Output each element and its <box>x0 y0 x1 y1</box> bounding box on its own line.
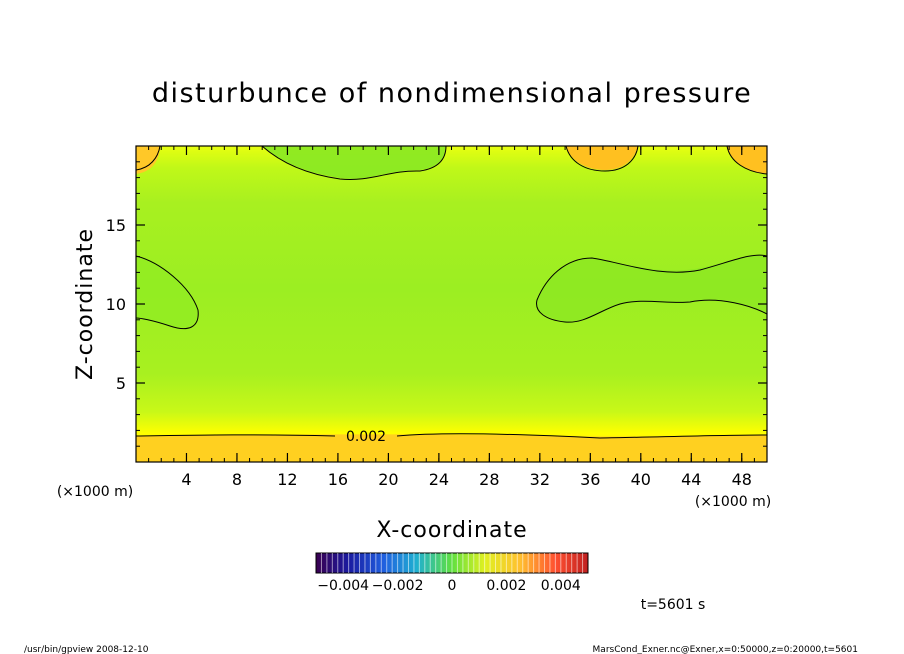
time-label: t=5601 s <box>641 597 706 613</box>
y-tick-label: 10 <box>106 295 126 314</box>
field-left-low <box>136 256 198 328</box>
plot-area: 0.002 <box>136 146 767 462</box>
colorbar-bands <box>320 553 584 573</box>
x-tick-label: 28 <box>479 470 499 489</box>
x-tick-label: 4 <box>181 470 191 489</box>
footer-right: MarsCond_Exner.nc@Exner,x=0:50000,z=0:20… <box>593 645 858 654</box>
y-axis: 5 10 15 <box>106 145 767 463</box>
colorbar-tick-label: 0 <box>448 578 457 594</box>
x-unit-right: (×1000 m) <box>695 494 771 510</box>
x-axis-label: X-coordinate <box>376 518 527 543</box>
x-tick-label: 24 <box>429 470 449 489</box>
colorbar: −0.004 −0.002 0 0.002 0.004 <box>315 552 589 594</box>
contour-line <box>261 146 447 180</box>
field-background <box>136 146 767 462</box>
contour-line-0.002 <box>136 434 336 437</box>
x-tick-label: 12 <box>277 470 297 489</box>
field-right-low <box>536 255 767 323</box>
field-upper-low <box>262 146 446 179</box>
colorbar-tick-label: −0.002 <box>372 578 424 594</box>
x-tick-label: 8 <box>232 470 242 489</box>
contour-line <box>726 146 767 175</box>
field-upper-left-high <box>136 146 160 174</box>
contour-line <box>136 146 161 171</box>
contour-line <box>136 255 199 330</box>
x-tick-label: 20 <box>378 470 398 489</box>
y-tick-label: 5 <box>116 374 126 393</box>
y-tick-label: 15 <box>106 216 126 235</box>
x-tick-label: 16 <box>328 470 348 489</box>
x-tick-label: 36 <box>580 470 600 489</box>
contour-line-0.002 <box>396 433 767 439</box>
y-axis-label: Z-coordinate <box>73 228 98 380</box>
x-axis: 4 8 12 16 20 24 28 32 36 40 44 48 <box>135 146 768 489</box>
field-upper-right-high <box>727 146 767 174</box>
x-tick-label: 48 <box>732 470 752 489</box>
contour-line <box>565 146 639 172</box>
colorbar-tick-label: 0.002 <box>486 578 526 594</box>
x-unit-left: (×1000 m) <box>57 484 133 500</box>
footer-left: /usr/bin/gpview 2008-12-10 <box>24 645 149 654</box>
colorbar-tick-label: −0.004 <box>317 578 369 594</box>
colorbar-labels: −0.004 −0.002 0 0.002 0.004 <box>317 578 581 594</box>
x-tick-label: 32 <box>530 470 550 489</box>
contour-label: 0.002 <box>346 429 386 445</box>
contour-line <box>536 254 767 323</box>
x-tick-label: 44 <box>681 470 701 489</box>
field-upper-center-high <box>566 146 638 170</box>
field-bottom-high <box>136 434 767 462</box>
colorbar-tick-label: 0.004 <box>541 578 581 594</box>
x-tick-label: 40 <box>631 470 651 489</box>
chart-title: disturbunce of nondimensional pressure <box>152 78 752 109</box>
